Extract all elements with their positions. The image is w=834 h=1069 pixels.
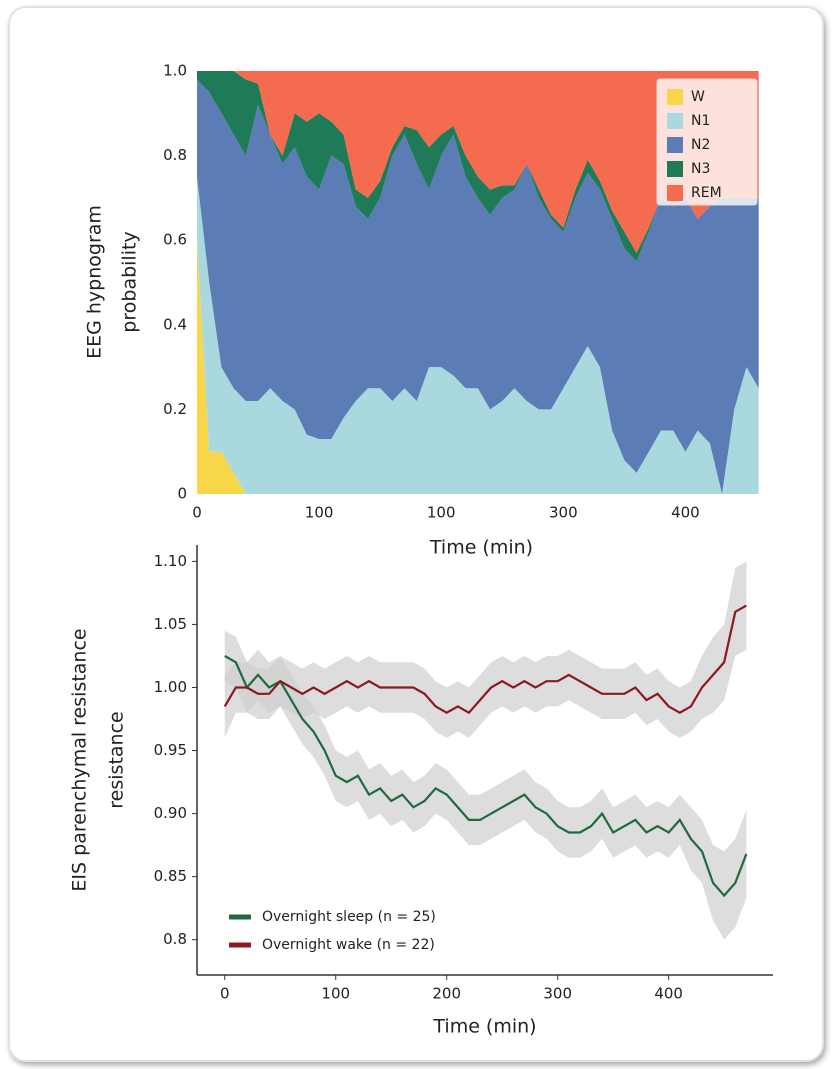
y-axis-label: EEG hypnogram (84, 205, 106, 359)
y-tick-label: 1.0 (163, 62, 187, 80)
y-axis-label: probability (119, 231, 141, 332)
area (197, 71, 759, 253)
x-tick-label: 400 (654, 985, 683, 1003)
y-tick-label: 0.95 (154, 741, 187, 759)
y-tick-label: 0 (177, 485, 187, 503)
error-band (224, 561, 747, 738)
y-tick-label: 0.4 (163, 315, 187, 333)
x-tick-label: 200 (432, 985, 461, 1003)
x-tick-label: 300 (549, 504, 578, 522)
x-tick-label: 300 (543, 985, 572, 1003)
legend-swatch (667, 89, 683, 105)
y-tick-label: 0.85 (154, 867, 187, 885)
y-axis-label: resistance (106, 711, 128, 808)
x-axis-label: Time (min) (432, 1016, 536, 1038)
x-tick-label: 100 (321, 985, 350, 1003)
y-axis-label: EIS parenchymal resistance (69, 628, 91, 891)
area (197, 176, 759, 494)
legend-label: N1 (691, 113, 710, 129)
x-tick-label: 100 (427, 504, 456, 522)
legend-label: N2 (691, 137, 710, 153)
x-tick-label: 0 (220, 985, 230, 1003)
x-tick-label: 100 (305, 504, 334, 522)
legend-label: Overnight sleep (n = 25) (262, 909, 436, 925)
x-tick-label: 400 (671, 504, 700, 522)
y-tick-label: 0.90 (154, 804, 187, 822)
legend-swatch (667, 161, 683, 177)
area (197, 79, 759, 495)
y-tick-label: 0.6 (163, 231, 187, 249)
y-tick-label: 1.00 (154, 678, 187, 696)
y-tick-label: 0.8 (163, 146, 187, 164)
x-tick-label: 0 (192, 504, 202, 522)
y-tick-label: 1.10 (154, 552, 187, 570)
legend-swatch (667, 113, 683, 129)
x-axis-label: Time (min) (429, 537, 533, 559)
y-tick-label: 0.2 (163, 400, 187, 418)
line (223, 604, 747, 715)
y-tick-label: 0.8 (163, 930, 187, 948)
legend-label: N3 (691, 161, 710, 177)
legend-swatch (667, 137, 683, 153)
area (197, 71, 759, 262)
legend-label: REM (691, 185, 722, 201)
legend-label: W (691, 89, 705, 105)
legend-swatch (667, 185, 683, 201)
line (224, 655, 748, 898)
y-tick-label: 1.05 (154, 615, 187, 633)
legend-label: Overnight wake (n = 22) (262, 937, 435, 953)
